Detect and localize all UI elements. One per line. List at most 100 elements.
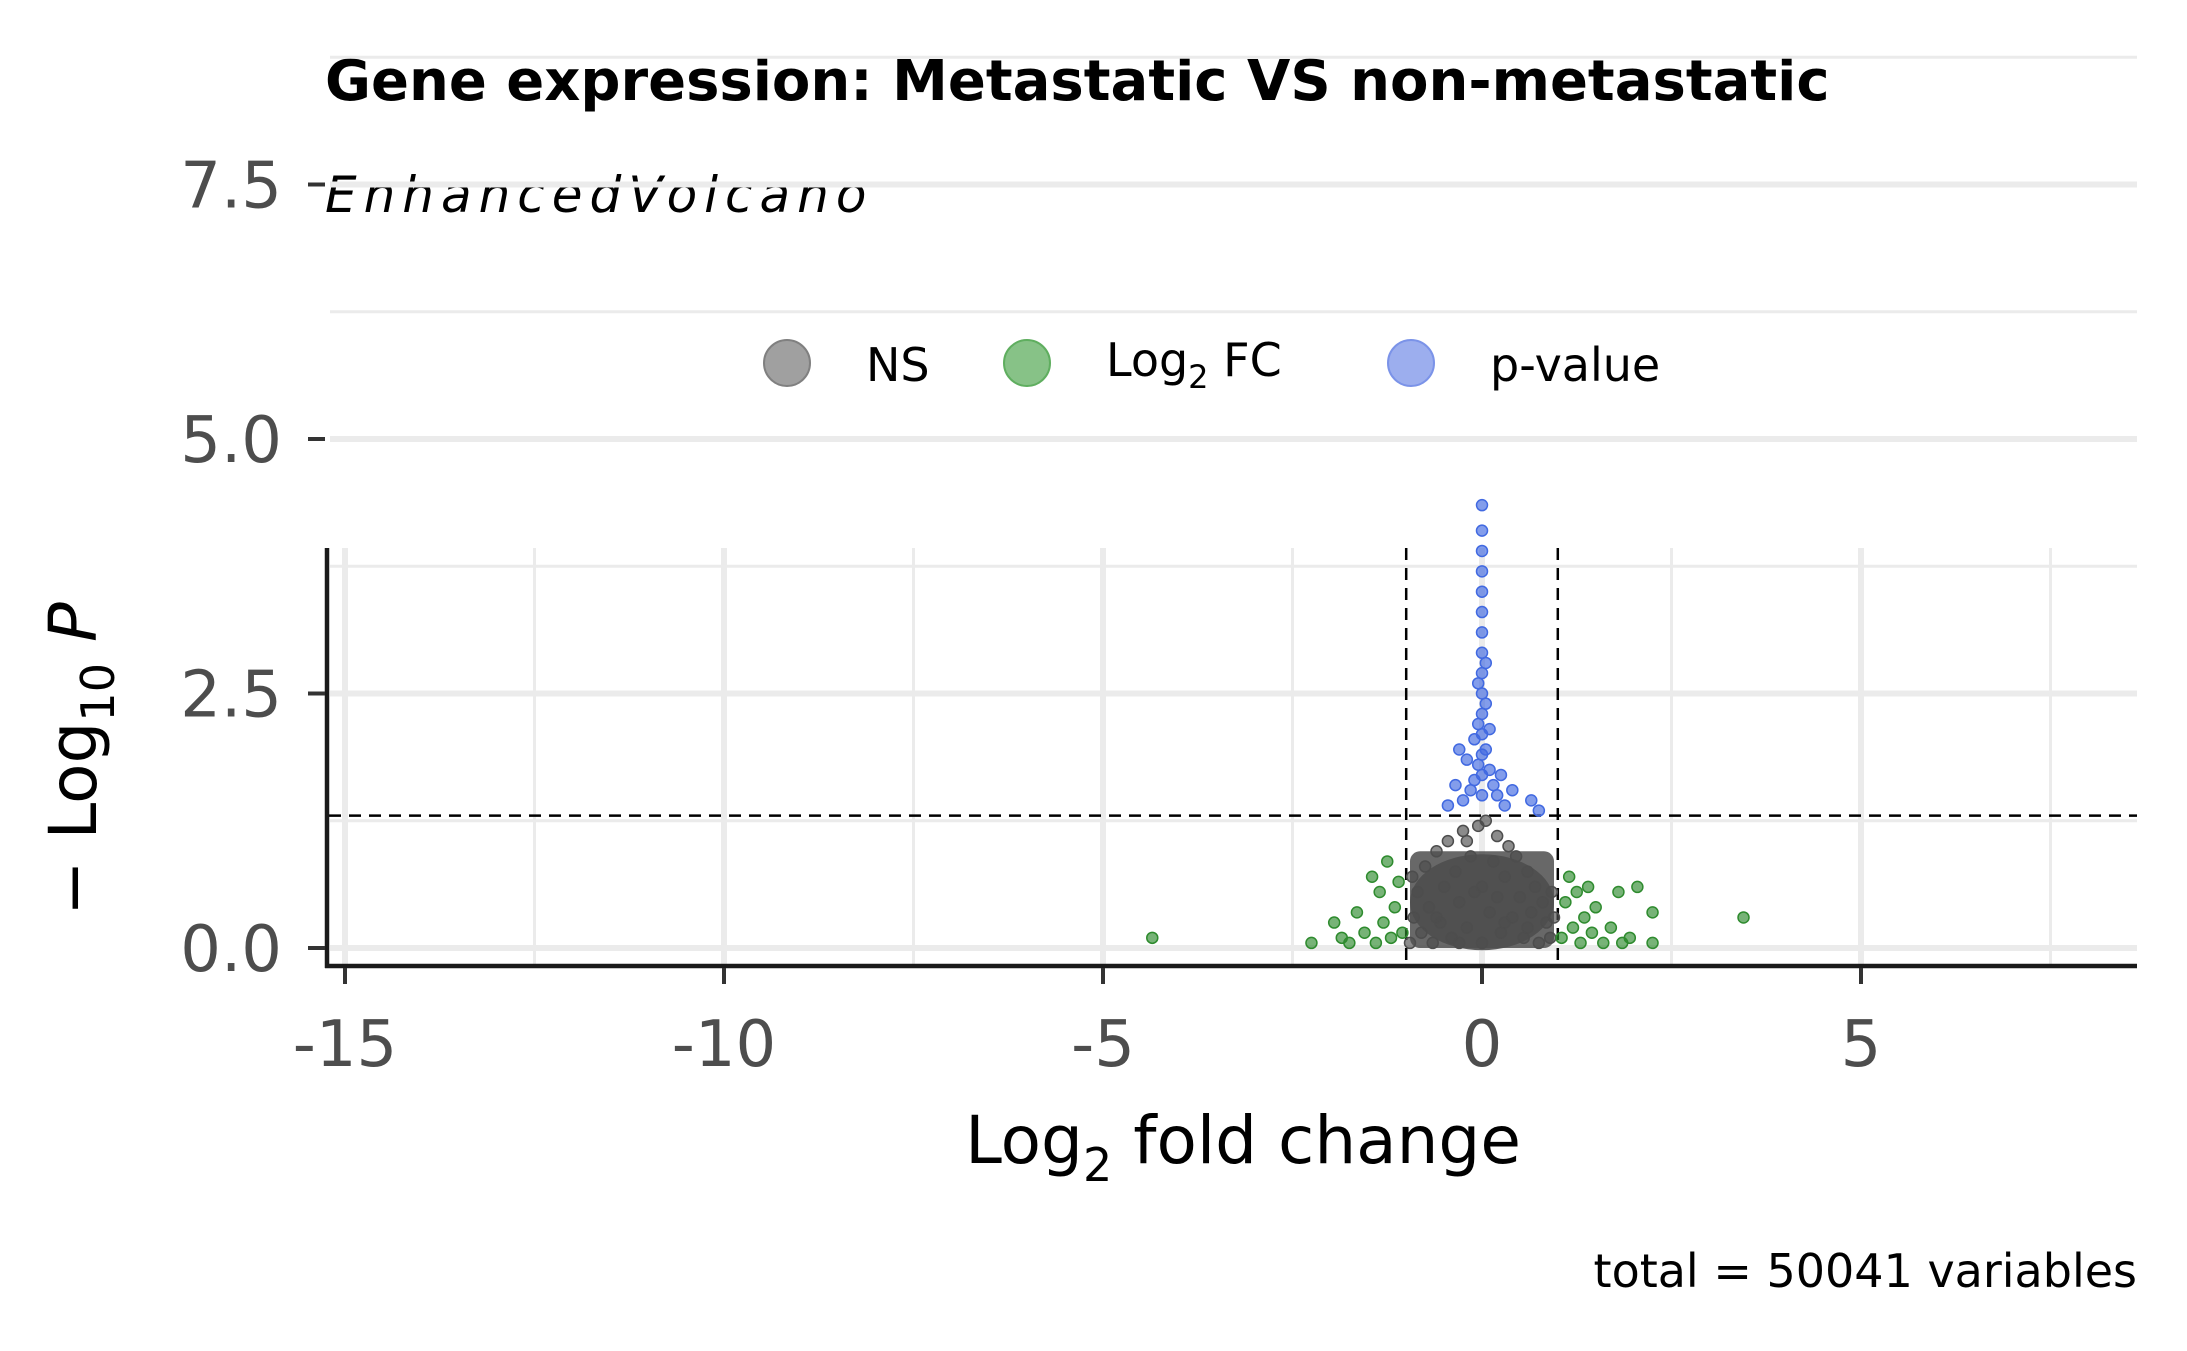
log2fc-point	[1562, 870, 1576, 883]
ns-point	[1490, 829, 1504, 843]
log2fc-point	[1589, 901, 1602, 914]
log2fc-point	[1604, 921, 1618, 934]
pvalue-point	[1468, 773, 1481, 787]
pvalue-point	[1475, 687, 1489, 700]
ns-point	[1456, 824, 1470, 838]
ns-point	[1449, 865, 1462, 878]
ns-point	[1545, 885, 1558, 899]
ns-point	[1453, 936, 1466, 950]
pvalue-point	[1441, 799, 1455, 812]
log2fc-point	[1737, 911, 1750, 924]
log2fc-point	[1305, 936, 1318, 950]
ns-point	[1498, 916, 1511, 929]
log2fc-point	[1581, 880, 1595, 894]
pvalue-point	[1471, 758, 1485, 772]
pvalue-point	[1479, 656, 1493, 670]
pvalue-point	[1498, 799, 1511, 812]
log2fc-point	[1388, 901, 1402, 914]
pvalue-point	[1475, 646, 1489, 660]
ns-point	[1490, 890, 1504, 904]
log2fc-point	[1392, 875, 1405, 889]
ns-point	[1543, 931, 1557, 945]
ns-point	[1521, 921, 1534, 934]
log2fc-point	[1559, 895, 1572, 909]
y-axis-title: − Log10 P	[35, 602, 125, 916]
ns-point	[1422, 901, 1436, 914]
ns-point-cluster	[1409, 851, 1555, 948]
ns-point	[1521, 865, 1534, 878]
ns-point	[1437, 880, 1451, 894]
x-tick-label: 5	[1841, 1008, 1882, 1082]
log2fc-point	[1350, 906, 1364, 919]
log2fc-point	[1555, 931, 1568, 945]
log2fc-point	[1585, 926, 1599, 939]
pvalue-point	[1475, 789, 1489, 802]
ns-point	[1406, 870, 1419, 883]
log2fc-point	[1578, 911, 1591, 924]
pvalue-point	[1475, 544, 1489, 558]
pvalue-point	[1471, 717, 1485, 731]
data-points	[1146, 498, 1750, 951]
log2fc-point	[1377, 916, 1390, 929]
chart-subtitle: EnhancedVolcano	[325, 166, 873, 224]
pvalue-point	[1475, 626, 1489, 639]
legend-swatch-log2fc	[1003, 339, 1051, 387]
threshold-lines	[329, 548, 2137, 966]
pvalue-point	[1471, 677, 1485, 690]
log2fc-point	[1646, 906, 1659, 919]
log2fc-point	[1365, 870, 1379, 883]
ns-point	[1547, 911, 1561, 924]
grid-lines	[330, 55, 2137, 966]
y-tick-label: 5.0	[180, 404, 282, 478]
y-axis-ticks: 0.0 2.5 5.0 7.5	[180, 150, 325, 987]
ns-point	[1430, 845, 1443, 858]
x-tick-label: 0	[1462, 1008, 1503, 1082]
pvalue-point	[1494, 768, 1508, 782]
y-tick-label: 7.5	[180, 150, 282, 224]
log2fc-point	[1566, 921, 1580, 934]
ns-point	[1525, 906, 1538, 919]
ns-point	[1502, 839, 1515, 853]
legend-label-ns: NS	[866, 338, 930, 392]
pvalue-point	[1532, 804, 1546, 817]
pvalue-point	[1475, 585, 1489, 598]
log2fc-point	[1574, 936, 1587, 950]
log2fc-point	[1369, 936, 1383, 950]
legend-label-pvalue: p-value	[1490, 338, 1660, 392]
log2fc-point	[1623, 931, 1637, 945]
legend: NS Log2 FC p-value	[763, 333, 1660, 396]
ns-point	[1475, 936, 1489, 950]
pvalue-point	[1506, 783, 1519, 797]
ns-point	[1441, 834, 1455, 848]
log2fc-point	[1146, 931, 1159, 945]
pvalue-point	[1479, 743, 1493, 756]
log2fc-point	[1612, 885, 1625, 899]
ns-point	[1460, 921, 1474, 934]
ns-point	[1460, 834, 1474, 848]
ns-point	[1411, 885, 1424, 899]
pvalue-point	[1475, 524, 1489, 537]
ns-point	[1479, 814, 1493, 827]
log2fc-point	[1396, 926, 1409, 939]
ns-point	[1532, 936, 1546, 950]
ns-point	[1426, 936, 1439, 950]
chart-caption: total = 50041 variables	[1594, 1244, 2137, 1298]
ns-point	[1453, 895, 1466, 909]
chart-title: Gene expression: Metastatic VS non-metas…	[325, 49, 1830, 114]
pvalue-point	[1475, 605, 1489, 619]
pvalue-point	[1453, 743, 1466, 756]
pvalue-point	[1456, 794, 1470, 807]
pvalue-point	[1490, 789, 1504, 802]
pvalue-point	[1449, 778, 1462, 792]
ns-point	[1475, 880, 1489, 894]
pvalue-point	[1460, 753, 1474, 766]
ns-point	[1483, 906, 1496, 919]
log2fc-point	[1373, 885, 1386, 899]
log2fc-point	[1343, 936, 1356, 950]
x-axis-title: Log2 fold change	[965, 1102, 1521, 1192]
legend-swatch-ns	[763, 339, 811, 387]
pvalue-point	[1475, 707, 1489, 721]
pvalue-point	[1464, 783, 1477, 797]
legend-swatch-pvalue	[1387, 339, 1435, 387]
